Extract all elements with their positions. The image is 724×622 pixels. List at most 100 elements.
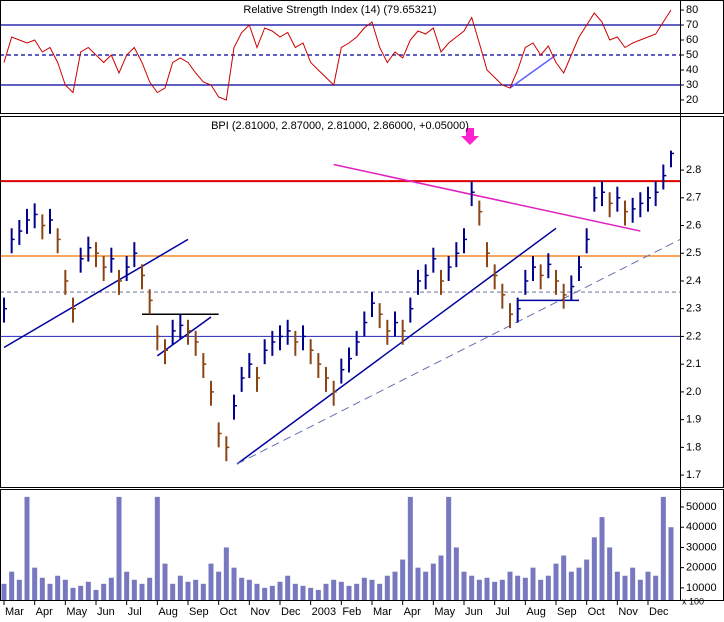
volume-bar (308, 587, 314, 600)
volume-bar (32, 567, 38, 600)
volume-bar (323, 583, 329, 600)
volume-bar (614, 571, 620, 600)
volume-bar (538, 579, 544, 600)
x-tick-label: Feb (342, 606, 361, 618)
x-tick-label: Sep (189, 606, 209, 618)
volume-bar (315, 589, 321, 600)
volume-bar (254, 583, 260, 600)
volume-bar (9, 571, 15, 600)
volume-bar (361, 577, 367, 600)
y-tick-label: 20000 (686, 562, 717, 574)
x-tick-label: Jun (97, 606, 115, 618)
volume-bar (93, 589, 99, 600)
volume-bar (62, 579, 68, 600)
volume-bar (101, 583, 107, 600)
volume-bar (561, 555, 567, 600)
volume-bar (515, 575, 521, 600)
x-tick-label: Aug (526, 606, 546, 618)
volume-bar (285, 575, 291, 600)
y-tick-label: 80 (686, 4, 698, 16)
volume-bar (392, 571, 398, 600)
volume-bar (200, 583, 206, 600)
volume-bar (446, 496, 452, 600)
volume-bar (469, 575, 475, 600)
y-tick-label: 2.1 (686, 358, 701, 370)
panel-title: Relative Strength Index (14) (79.65321) (243, 4, 436, 16)
x-tick-label: Oct (220, 606, 237, 618)
y-tick-label: 20 (686, 94, 698, 106)
volume-bar (668, 527, 674, 600)
volume-bar (154, 496, 160, 600)
volume-bar (246, 579, 252, 600)
volume-bar (484, 577, 490, 600)
volume-bar (223, 547, 229, 600)
y-tick-label: 60 (686, 34, 698, 46)
volume-bar (438, 555, 444, 600)
trend-line (236, 238, 680, 465)
volume-bar (147, 577, 153, 600)
volume-bar (124, 571, 130, 600)
volume-bar (599, 517, 605, 600)
volume-bar (660, 496, 666, 600)
y-tick-label: 2.8 (686, 164, 701, 176)
unit-label: x 100 (682, 596, 704, 606)
trend-line (156, 316, 212, 357)
x-tick-label: Oct (588, 606, 605, 618)
volume-bar (292, 583, 298, 600)
y-tick-label: 2.3 (686, 303, 701, 315)
volume-bar (55, 575, 61, 600)
volume-bar (116, 496, 122, 600)
y-tick-label: 2.2 (686, 330, 701, 342)
y-tick-label: 40 (686, 64, 698, 76)
volume-bar (653, 575, 659, 600)
volume-bar (568, 571, 574, 600)
volume-bar (193, 579, 199, 600)
volume-bar (131, 579, 137, 600)
x-tick-label: Aug (158, 606, 178, 618)
x-tick-label: Nov (618, 606, 638, 618)
y-tick-label: 10000 (686, 582, 717, 594)
trend-line (3, 238, 189, 349)
y-tick-label: 70 (686, 19, 698, 31)
rsi-panel (0, 9, 680, 101)
volume-bar (277, 581, 283, 600)
x-tick-label: Mar (5, 606, 24, 618)
volume-panel (1, 496, 674, 600)
volume-bar (453, 547, 459, 600)
volume-bar (177, 575, 183, 600)
volume-bar (607, 547, 613, 600)
y-tick-label: 30000 (686, 541, 717, 553)
volume-bar (85, 581, 91, 600)
volume-bar (553, 563, 559, 600)
x-tick-label: Jun (465, 606, 483, 618)
trend-line (236, 227, 557, 465)
volume-bar (78, 585, 84, 600)
volume-bar (208, 563, 214, 600)
volume-bar (24, 496, 30, 600)
volume-bar (423, 571, 429, 600)
x-tick-label: Jul (128, 606, 142, 618)
volume-bar (576, 567, 582, 600)
panel-title: BPI (2.81000, 2.87000, 2.81000, 2.86000,… (211, 120, 469, 132)
volume-bar (162, 563, 168, 600)
volume-bar (369, 579, 375, 600)
volume-bar (170, 583, 176, 600)
x-tick-label: Apr (36, 606, 53, 618)
volume-bar (492, 581, 498, 600)
x-tick-label: May (66, 606, 87, 618)
x-tick-label: Mar (373, 606, 392, 618)
volume-bar (522, 577, 528, 600)
volume-bar (407, 496, 413, 600)
volume-bar (591, 537, 597, 600)
volume-bar (354, 583, 360, 600)
y-tick-label: 2.6 (686, 219, 701, 231)
volume-bar (622, 575, 628, 600)
volume-bar (377, 583, 383, 600)
volume-bar (461, 571, 467, 600)
y-tick-label: 50 (686, 49, 698, 61)
y-tick-label: 50000 (686, 501, 717, 513)
volume-bar (430, 563, 436, 600)
volume-bar (70, 587, 76, 600)
